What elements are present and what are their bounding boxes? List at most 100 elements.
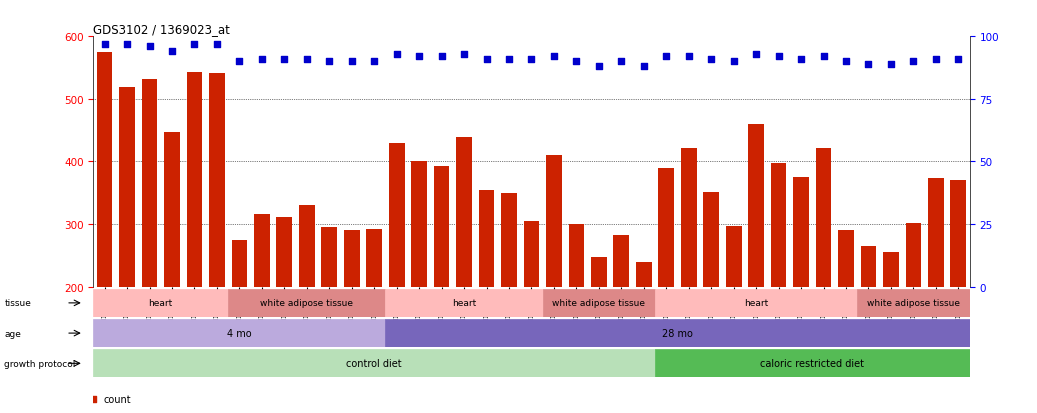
- Point: [591, 64, 608, 71]
- Point: [657, 54, 674, 60]
- Bar: [614, 236, 629, 287]
- Point: [838, 59, 854, 66]
- Point: [792, 56, 809, 63]
- Text: heart: heart: [148, 299, 173, 308]
- Bar: [119, 88, 135, 287]
- Bar: [412, 162, 427, 287]
- Point: [545, 54, 562, 60]
- Bar: [299, 205, 314, 287]
- Point: [860, 62, 876, 68]
- Bar: [96, 53, 112, 287]
- Bar: [93, 319, 386, 347]
- Point: [96, 41, 113, 48]
- Point: [343, 59, 360, 66]
- Bar: [861, 247, 876, 287]
- Point: [231, 59, 248, 66]
- Text: growth protocol: growth protocol: [4, 359, 76, 368]
- Bar: [164, 133, 179, 287]
- Point: [433, 54, 450, 60]
- Bar: [838, 230, 853, 287]
- Point: [292, 116, 309, 123]
- Text: heart: heart: [744, 299, 768, 308]
- Text: GDS3102 / 1369023_at: GDS3102 / 1369023_at: [93, 23, 230, 36]
- Point: [523, 56, 539, 63]
- Text: 4 mo: 4 mo: [227, 328, 252, 338]
- Bar: [277, 217, 292, 287]
- Bar: [386, 289, 542, 317]
- Point: [478, 56, 495, 63]
- Point: [680, 54, 697, 60]
- Bar: [366, 230, 382, 287]
- Bar: [749, 125, 764, 287]
- Bar: [389, 143, 404, 287]
- Bar: [254, 215, 270, 287]
- Bar: [568, 225, 584, 287]
- Bar: [524, 221, 539, 287]
- Bar: [726, 226, 741, 287]
- Bar: [655, 289, 858, 317]
- Bar: [479, 190, 495, 287]
- Point: [636, 64, 652, 71]
- Text: count: count: [104, 394, 132, 404]
- Bar: [228, 289, 386, 317]
- Point: [568, 59, 585, 66]
- Point: [882, 62, 899, 68]
- Point: [118, 41, 135, 48]
- Point: [501, 56, 517, 63]
- Bar: [770, 164, 786, 287]
- Bar: [905, 223, 921, 287]
- Point: [208, 41, 225, 48]
- Point: [411, 54, 427, 60]
- Point: [292, 323, 309, 329]
- Bar: [386, 319, 970, 347]
- Bar: [542, 289, 655, 317]
- Point: [187, 41, 203, 48]
- Bar: [928, 178, 944, 287]
- Point: [703, 56, 720, 63]
- Text: heart: heart: [452, 299, 476, 308]
- Text: white adipose tissue: white adipose tissue: [553, 299, 645, 308]
- Point: [725, 59, 741, 66]
- Bar: [209, 74, 225, 287]
- Bar: [858, 289, 970, 317]
- Point: [950, 56, 966, 63]
- Text: 28 mo: 28 mo: [662, 328, 693, 338]
- Bar: [456, 138, 472, 287]
- Point: [366, 59, 383, 66]
- Point: [748, 51, 764, 58]
- Point: [141, 44, 158, 50]
- Bar: [433, 166, 449, 287]
- Bar: [142, 80, 158, 287]
- Bar: [93, 289, 228, 317]
- Point: [299, 56, 315, 63]
- Bar: [591, 257, 607, 287]
- Bar: [951, 181, 966, 287]
- Text: white adipose tissue: white adipose tissue: [260, 299, 354, 308]
- Bar: [816, 148, 832, 287]
- Point: [770, 54, 787, 60]
- Point: [815, 54, 832, 60]
- Point: [320, 59, 337, 66]
- Bar: [93, 349, 655, 377]
- Bar: [703, 192, 719, 287]
- Point: [455, 51, 472, 58]
- Bar: [321, 228, 337, 287]
- Text: age: age: [4, 329, 22, 338]
- Bar: [681, 149, 697, 287]
- Text: white adipose tissue: white adipose tissue: [867, 299, 960, 308]
- Point: [927, 56, 944, 63]
- Bar: [501, 194, 516, 287]
- Bar: [658, 169, 674, 287]
- Point: [253, 56, 270, 63]
- Bar: [546, 155, 562, 287]
- Text: tissue: tissue: [4, 299, 31, 308]
- Point: [388, 51, 404, 58]
- Bar: [655, 349, 970, 377]
- Text: caloric restricted diet: caloric restricted diet: [760, 358, 864, 368]
- Bar: [344, 230, 360, 287]
- Bar: [793, 178, 809, 287]
- Bar: [636, 263, 651, 287]
- Point: [613, 59, 629, 66]
- Bar: [884, 253, 899, 287]
- Bar: [231, 240, 247, 287]
